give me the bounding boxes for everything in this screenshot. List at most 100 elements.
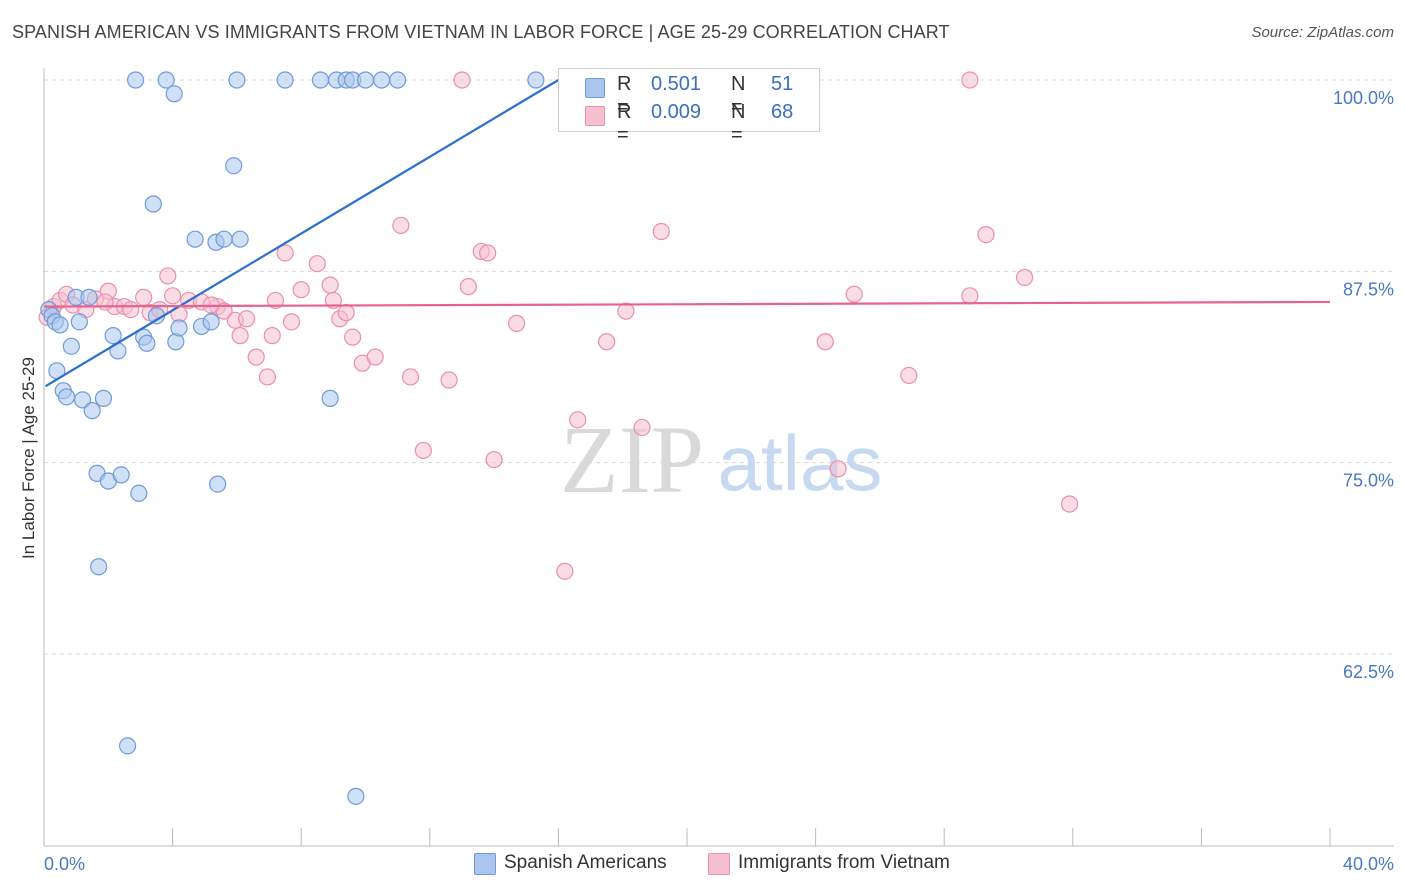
grid-lines xyxy=(44,79,1394,655)
spanish-point xyxy=(83,402,101,420)
spanish-point xyxy=(73,391,92,409)
vietnam-point xyxy=(569,411,587,429)
vietnam-point xyxy=(617,302,635,320)
legend-r-value: 0.009 xyxy=(651,101,702,123)
vietnam-point xyxy=(961,287,979,305)
vietnam-point xyxy=(266,291,285,310)
y-tick-label: 87.5% xyxy=(1343,279,1394,299)
vietnam-point xyxy=(308,255,326,273)
vietnam-point xyxy=(485,451,503,469)
spanish-point xyxy=(389,71,407,89)
spanish-point xyxy=(209,475,227,493)
y-tick-label: 100.0% xyxy=(1333,88,1394,108)
spanish-point xyxy=(276,71,294,89)
spanish-trend-line xyxy=(45,79,559,388)
legend-swatch-pink xyxy=(585,106,605,126)
vietnam-point xyxy=(829,460,847,478)
trend-lines xyxy=(43,79,1331,388)
vietnam-point xyxy=(263,327,281,345)
spanish-point xyxy=(70,313,88,331)
spanish-point xyxy=(62,337,80,355)
legend-n-value: 68 xyxy=(771,101,794,123)
spanish-point xyxy=(138,334,156,352)
x-tick-label-min: 0.0% xyxy=(44,854,85,874)
series-spanish-points xyxy=(40,71,545,805)
spanish-point xyxy=(215,230,233,248)
vietnam-point xyxy=(276,244,294,262)
vietnam-point xyxy=(977,225,995,244)
vietnam-point xyxy=(414,441,432,460)
vietnam-point xyxy=(237,310,256,328)
vietnam-point xyxy=(508,314,526,332)
spanish-point xyxy=(170,319,188,337)
spanish-point xyxy=(165,85,183,103)
vietnam-point xyxy=(122,301,140,319)
watermark-atlas: atlas xyxy=(718,419,883,507)
vietnam-point xyxy=(247,348,265,366)
vietnam-point xyxy=(258,368,277,386)
vietnam-point xyxy=(479,244,497,262)
vietnam-point xyxy=(164,287,182,305)
legend-r-label: R = xyxy=(617,73,632,118)
watermark: ZIP atlas xyxy=(560,406,882,513)
legend-n-label: N = xyxy=(731,73,746,118)
vietnam-point xyxy=(598,333,616,351)
spanish-point xyxy=(202,313,220,331)
spanish-point xyxy=(311,71,330,89)
legend-r-value: 0.501 xyxy=(651,73,702,95)
vietnam-point xyxy=(96,293,114,311)
source-credit: Source: ZipAtlas.com xyxy=(1251,24,1394,41)
vietnam-point xyxy=(961,71,979,89)
spanish-point xyxy=(80,288,98,306)
vietnam-point xyxy=(159,267,177,285)
vietnam-point xyxy=(292,281,310,299)
spanish-point xyxy=(231,230,249,248)
vietnam-point xyxy=(845,285,863,303)
vietnam-point xyxy=(633,418,651,437)
spanish-point xyxy=(130,484,148,502)
stats-legend: R = 0.501 N = 51 R = 0.009 N = 68 xyxy=(558,68,820,146)
y-axis-label: In Labor Force | Age 25-29 xyxy=(19,357,38,559)
spanish-point xyxy=(372,71,391,89)
vietnam-point xyxy=(1015,268,1034,287)
spanish-point xyxy=(527,71,545,89)
spanish-point xyxy=(347,787,365,805)
vietnam-point xyxy=(321,276,339,294)
spanish-point xyxy=(228,71,246,89)
spanish-point xyxy=(225,157,243,175)
spanish-point xyxy=(157,71,175,89)
legend-swatch-blue xyxy=(585,78,605,98)
spanish-point xyxy=(104,327,122,345)
bottom-legend-swatch-pink xyxy=(708,853,730,875)
vietnam-point xyxy=(231,327,249,345)
vietnam-point xyxy=(900,366,918,385)
vietnam-point xyxy=(1060,495,1079,513)
spanish-point xyxy=(112,466,130,484)
vietnam-point xyxy=(344,328,362,346)
vietnam-point xyxy=(401,368,420,386)
bottom-legend-label: Spanish Americans xyxy=(504,852,667,873)
vietnam-point xyxy=(459,278,477,296)
vietnam-point xyxy=(816,333,834,351)
y-tick-label: 75.0% xyxy=(1343,471,1394,491)
vietnam-point xyxy=(440,371,458,389)
vietnam-point xyxy=(282,313,301,331)
tick-labels: 0.0% 40.0% 62.5% 75.0% 87.5% 100.0% xyxy=(44,88,1394,874)
vietnam-point xyxy=(135,288,153,306)
axes xyxy=(43,68,1394,847)
spanish-point xyxy=(118,737,137,755)
vietnam-trend-line xyxy=(43,300,1331,308)
chart-title: SPANISH AMERICAN VS IMMIGRANTS FROM VIET… xyxy=(12,22,950,42)
spanish-point xyxy=(144,195,162,213)
spanish-point xyxy=(186,230,204,248)
legend-n-value: 51 xyxy=(771,73,794,95)
y-tick-label: 62.5% xyxy=(1343,662,1394,682)
vietnam-point xyxy=(556,562,574,580)
spanish-point xyxy=(127,71,145,89)
vietnam-point xyxy=(366,348,384,366)
spanish-point xyxy=(57,388,76,406)
spanish-point xyxy=(51,316,69,334)
vietnam-point xyxy=(392,216,410,235)
x-tick-label-max: 40.0% xyxy=(1343,854,1394,874)
